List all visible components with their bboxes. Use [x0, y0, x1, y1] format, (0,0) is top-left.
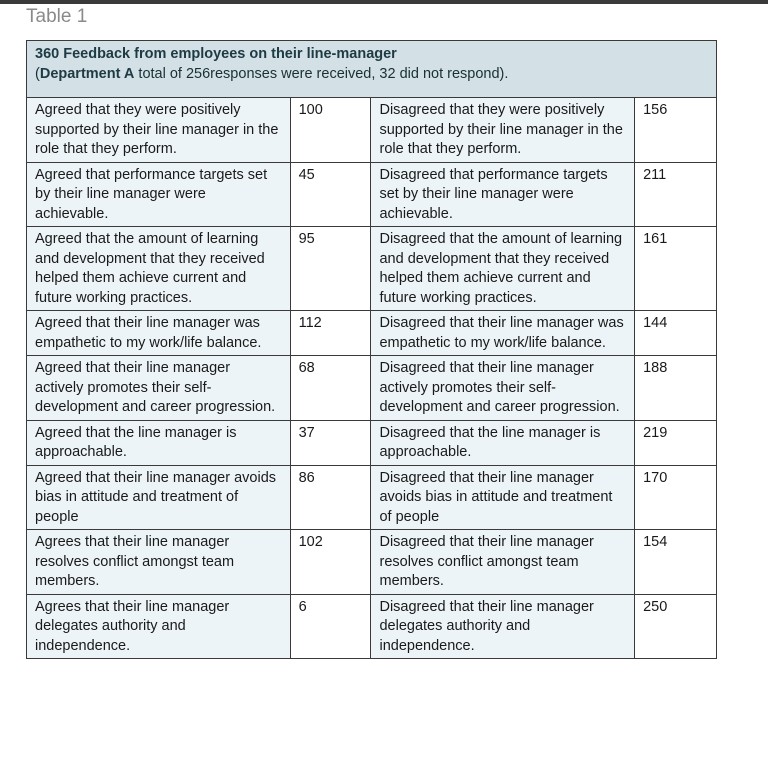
agree-count: 95	[289, 226, 372, 311]
disagree-label: Disagreed that they were positively supp…	[370, 97, 636, 163]
disagree-count: 188	[634, 355, 717, 421]
table-row: Agreed that the amount of learning and d…	[26, 226, 717, 311]
disagree-count: 250	[634, 593, 717, 659]
department-name: Department A	[39, 65, 135, 82]
table-row: Agrees that their line manager resolves …	[26, 529, 717, 595]
disagree-label: Disagreed that their line manager resolv…	[370, 529, 636, 595]
table-subtitle: (Department A total of 256responses were…	[35, 65, 708, 85]
disagree-count: 161	[634, 226, 717, 311]
table-row: Agreed that their line manager actively …	[26, 355, 717, 421]
agree-label: Agreed that the line manager is approach…	[26, 419, 291, 466]
agree-count: 37	[289, 419, 372, 466]
table-title: 360 Feedback from employees on their lin…	[35, 46, 397, 62]
table-caption: Table 1	[26, 6, 88, 27]
disagree-label: Disagreed that their line manager was em…	[370, 310, 636, 356]
agree-label: Agreed that the amount of learning and d…	[26, 226, 291, 311]
disagree-count: 211	[634, 161, 717, 227]
disagree-label: Disagreed that the amount of learning an…	[370, 226, 636, 311]
agree-count: 6	[289, 593, 372, 659]
agree-count: 100	[289, 97, 372, 163]
disagree-label: Disagreed that the line manager is appro…	[370, 419, 636, 466]
table-header-row: 360 Feedback from employees on their lin…	[26, 40, 717, 98]
agree-count: 68	[289, 355, 372, 421]
disagree-count: 219	[634, 419, 717, 466]
agree-label: Agreed that their line manager actively …	[26, 355, 291, 421]
agree-label: Agrees that their line manager delegates…	[26, 593, 291, 659]
feedback-table: 360 Feedback from employees on their lin…	[26, 40, 717, 659]
disagree-count: 144	[634, 310, 717, 356]
disagree-label: Disagreed that their line manager avoids…	[370, 464, 636, 530]
table-row: Agreed that their line manager was empat…	[26, 310, 717, 356]
agree-count: 102	[289, 529, 372, 595]
disagree-count: 156	[634, 97, 717, 163]
agree-label: Agreed that their line manager avoids bi…	[26, 464, 291, 530]
table-header: 360 Feedback from employees on their lin…	[26, 40, 717, 98]
disagree-label: Disagreed that their line manager delega…	[370, 593, 636, 659]
disagree-count: 154	[634, 529, 717, 595]
top-bar	[0, 0, 768, 4]
disagree-count: 170	[634, 464, 717, 530]
table-row: Agreed that the line manager is approach…	[26, 419, 717, 466]
subtitle-open-paren: (	[35, 65, 40, 82]
table-row: Agrees that their line manager delegates…	[26, 593, 717, 659]
agree-label: Agreed that performance targets set by t…	[26, 161, 291, 227]
agree-label: Agreed that they were positively support…	[26, 97, 291, 163]
table-row: Agreed that they were positively support…	[26, 97, 717, 163]
table-row: Agreed that performance targets set by t…	[26, 161, 717, 227]
table-row: Agreed that their line manager avoids bi…	[26, 464, 717, 530]
agree-count: 112	[289, 310, 372, 356]
agree-count: 86	[289, 464, 372, 530]
subtitle-response-summary: total of 256responses were received, 32 …	[134, 65, 509, 82]
disagree-label: Disagreed that performance targets set b…	[370, 161, 636, 227]
agree-label: Agrees that their line manager resolves …	[26, 529, 291, 595]
agree-label: Agreed that their line manager was empat…	[26, 310, 291, 356]
agree-count: 45	[289, 161, 372, 227]
disagree-label: Disagreed that their line manager active…	[370, 355, 636, 421]
